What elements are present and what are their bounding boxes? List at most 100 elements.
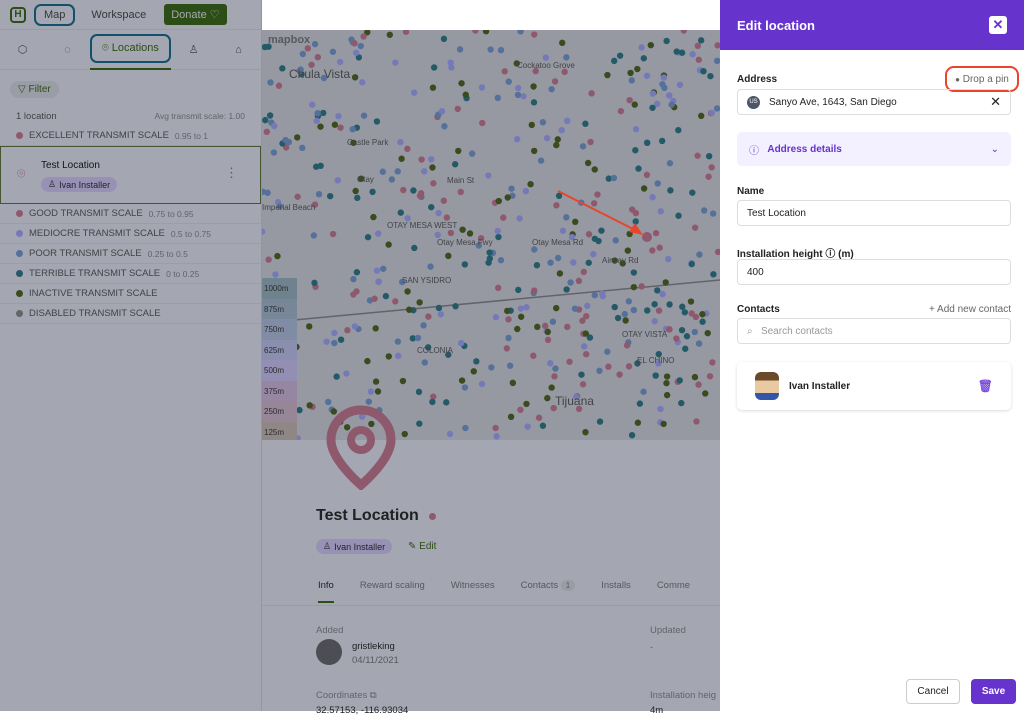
scale-row[interactable]: DISABLED TRANSMIT SCALE <box>0 304 261 324</box>
hotspot-marker <box>658 137 666 145</box>
legend-item: 125m <box>262 421 297 440</box>
hotspot-marker <box>531 31 538 38</box>
hotspot-marker <box>575 277 583 285</box>
hotspot-marker <box>634 65 641 73</box>
tab-home[interactable]: ⌂ <box>216 30 261 70</box>
hotspot-marker <box>294 193 301 200</box>
hotspot-marker <box>447 59 454 66</box>
filter-button[interactable]: ▽ Filter <box>10 81 59 98</box>
hotspot-marker <box>605 363 612 370</box>
location-pin-icon <box>326 405 396 490</box>
scale-row[interactable]: TERRIBLE TRANSMIT SCALE 0 to 0.25 <box>0 264 261 284</box>
map-canvas[interactable]: Chula Vista Imperial Beach Castle Park Otay… <box>262 30 720 440</box>
search-contacts-input[interactable]: ⌕ Search contacts <box>737 318 1011 344</box>
details-tab[interactable]: Info <box>318 580 334 603</box>
scale-dot <box>16 210 23 217</box>
hotspot-marker <box>368 420 375 428</box>
hotspot-marker <box>333 373 340 380</box>
hotspot-marker <box>420 322 427 329</box>
address-details-toggle[interactable]: ⓘ Address details ⌄ <box>737 132 1011 166</box>
details-tab[interactable]: Reward scaling <box>359 580 425 591</box>
hotspot-marker <box>687 298 695 305</box>
clear-icon[interactable]: ✕ <box>990 94 1001 109</box>
nav-workspace[interactable]: Workspace <box>91 8 147 21</box>
details-tab[interactable]: Installs <box>601 580 631 591</box>
hotspot-marker <box>270 149 278 156</box>
hotspot-marker <box>374 230 382 237</box>
contact-chip[interactable]: ♙ Ivan Installer <box>316 539 393 554</box>
hotspot-marker <box>495 197 502 205</box>
close-button[interactable]: ✕ <box>989 16 1007 34</box>
hotspot-marker <box>632 147 639 154</box>
nav-map[interactable]: Map <box>33 3 76 26</box>
hotspot-marker <box>534 323 541 331</box>
scale-row[interactable]: INACTIVE TRANSMIT SCALE <box>0 284 261 304</box>
hotspot-marker <box>441 123 448 130</box>
hotspot-marker <box>640 55 648 62</box>
hotspot-marker <box>353 288 360 295</box>
details-tab[interactable]: Contacts 1 <box>521 580 576 603</box>
tab-areas[interactable]: ◌ <box>45 30 90 70</box>
hotspot-marker <box>678 399 685 407</box>
hotspot-marker <box>570 259 577 266</box>
app-logo[interactable]: H <box>10 6 26 23</box>
scale-row[interactable]: POOR TRANSMIT SCALE 0.25 to 0.5 <box>0 244 261 264</box>
dashed-circle-icon: ◌ <box>64 43 71 56</box>
details-tab[interactable]: Witnesses <box>450 580 495 591</box>
hotspot-marker <box>598 290 606 297</box>
hotspot-marker <box>539 422 547 429</box>
height-input[interactable]: 400 <box>737 259 1011 285</box>
hotspot-marker <box>492 313 500 321</box>
hotspot-marker <box>445 252 452 260</box>
hotspot-marker <box>630 269 638 276</box>
hotspot-marker <box>350 275 357 283</box>
hotspot-marker <box>504 194 511 201</box>
hotspot-marker <box>458 80 465 87</box>
save-button[interactable]: Save <box>971 679 1016 704</box>
map[interactable]: Chula Vista Imperial Beach Castle Park Otay… <box>262 30 720 440</box>
hotspot-marker <box>505 316 512 323</box>
hotspot-marker <box>311 279 318 287</box>
copy-icon[interactable]: ⧉ <box>369 690 377 701</box>
add-contact-link[interactable]: + Add new contact <box>928 304 1011 315</box>
scale-row[interactable]: EXCELLENT TRANSMIT SCALE 0.95 to 1 <box>0 126 261 146</box>
hotspot-marker <box>437 311 445 318</box>
map-label: SAN YSIDRO <box>402 276 451 285</box>
cancel-button[interactable]: Cancel <box>906 679 960 704</box>
tab-hotspots[interactable]: ⬡ <box>0 30 45 70</box>
drop-pin-button[interactable]: ● Drop a pin <box>945 66 1019 92</box>
hotspot-marker <box>564 117 571 125</box>
sidebar: H Map Workspace Donate ♡ ⬡ ◌ ⌾ Locations… <box>0 0 262 711</box>
hotspot-marker <box>351 74 359 81</box>
hotspot-marker <box>626 230 633 238</box>
updated-label: Updated <box>650 625 686 636</box>
scale-dot <box>16 132 23 139</box>
hotspot-marker <box>263 128 271 136</box>
hotspot-marker <box>675 126 682 134</box>
scale-row[interactable]: GOOD TRANSMIT SCALE 0.75 to 0.95 <box>0 204 261 224</box>
legend-item: 375m <box>262 380 297 401</box>
hotspot-marker <box>663 37 670 45</box>
tab-contacts[interactable]: ♙ <box>171 30 216 70</box>
hotspot-marker <box>652 229 660 237</box>
address-input[interactable]: US Sanyo Ave, 1643, San Diego ✕ <box>737 89 1011 115</box>
hotspot-marker <box>335 113 342 120</box>
selected-location-item[interactable]: ⌾ Test Location ♙ Ivan Installer ⋮ <box>0 146 261 204</box>
hotspot-marker <box>610 174 618 182</box>
hotspot-marker <box>440 197 447 204</box>
tab-locations[interactable]: ⌾ Locations <box>90 30 171 70</box>
hotspot-marker <box>580 343 588 350</box>
donate-button[interactable]: Donate ♡ <box>164 4 227 25</box>
hotspot-marker <box>468 150 476 157</box>
name-input[interactable]: Test Location <box>737 200 1011 226</box>
hotspot-marker <box>647 41 655 49</box>
edit-button[interactable]: ✎ Edit <box>408 541 437 552</box>
map-label: Castle Park <box>347 138 389 147</box>
more-menu-icon[interactable]: ⋮ <box>225 165 238 180</box>
info-icon[interactable]: ⓘ <box>825 249 836 260</box>
scale-row[interactable]: MEDIOCRE TRANSMIT SCALE 0.5 to 0.75 <box>0 224 261 244</box>
details-tab[interactable]: Comme <box>656 580 691 591</box>
hotspot-marker <box>262 188 267 195</box>
trash-icon[interactable]: 🗑 <box>977 379 993 393</box>
contact-chip[interactable]: ♙ Ivan Installer <box>41 177 118 192</box>
